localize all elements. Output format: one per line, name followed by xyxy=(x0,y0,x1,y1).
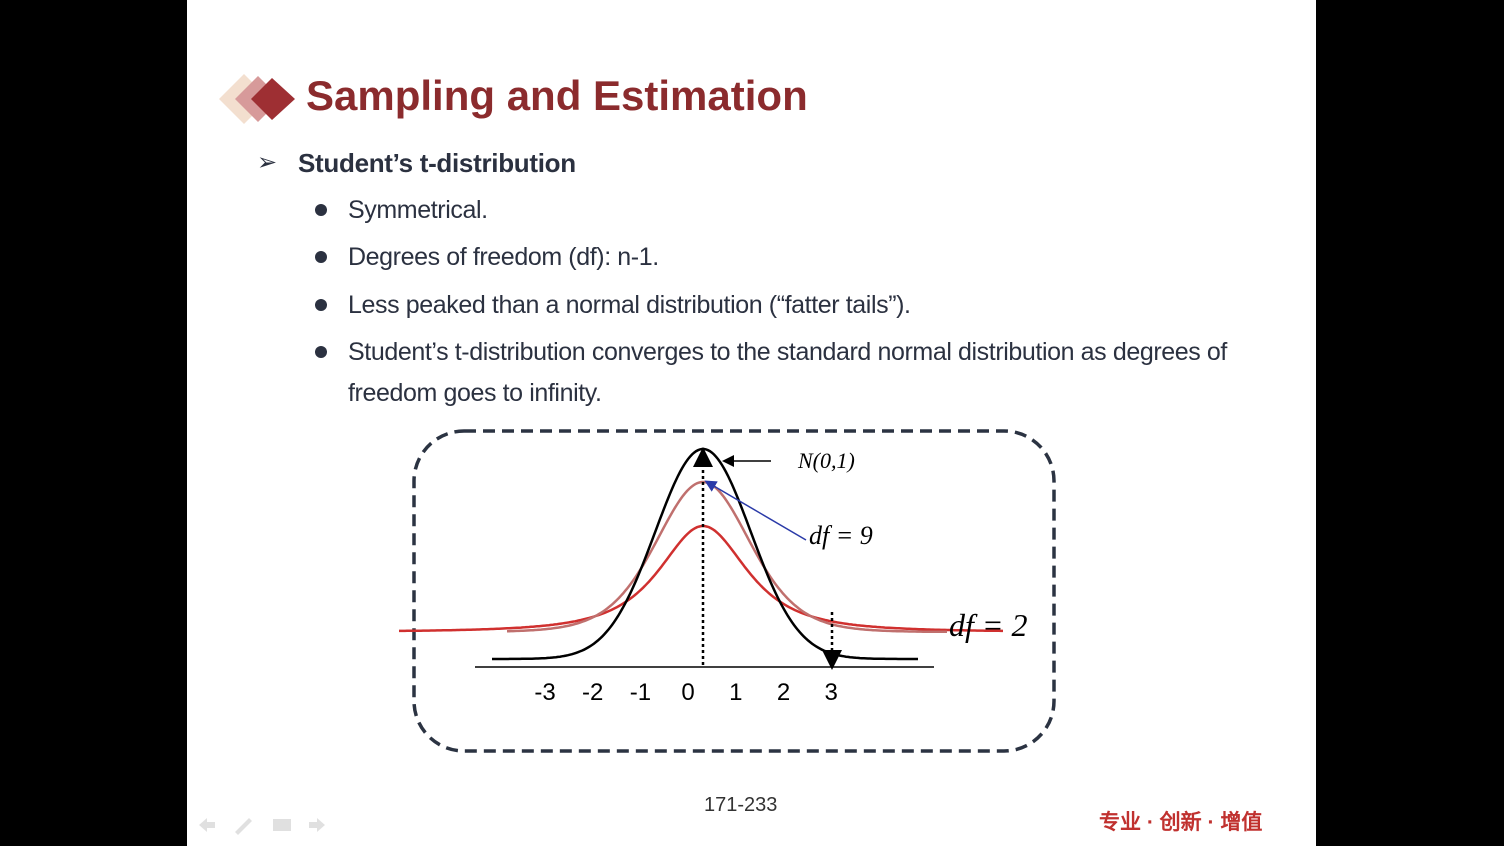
slide-title: Sampling and Estimation xyxy=(306,72,808,119)
nav-pen[interactable] xyxy=(235,818,252,835)
figure-frame xyxy=(412,429,1056,753)
nav-menu[interactable] xyxy=(273,819,291,831)
figure: N(0,1) df = 9 df = 2 -3 -2 -1 0 1 2 3 xyxy=(399,429,1056,753)
axis-label: -3 xyxy=(534,679,555,706)
footer-slogan: 专业 · 创新 · 增值 xyxy=(1099,811,1263,834)
bullet-text: Less peaked than a normal distribution (… xyxy=(348,291,911,319)
slide: Sampling and Estimation ➢ Student’s t-di… xyxy=(187,0,1316,846)
nav-next[interactable] xyxy=(309,818,325,832)
slide-nav xyxy=(199,818,325,835)
title-logo xyxy=(219,74,295,124)
df2-curve xyxy=(399,524,1003,633)
axis-label: 0 xyxy=(681,679,694,706)
bullet-dot xyxy=(315,299,327,311)
bullet-dot xyxy=(315,204,327,216)
df2-label: df = 2 xyxy=(949,607,1027,643)
axis-label: -2 xyxy=(582,679,603,706)
df9-curve xyxy=(507,480,947,634)
normal-label: N(0,1) xyxy=(797,448,855,473)
df9-pointer xyxy=(704,480,807,541)
bullet-text: Symmetrical. xyxy=(348,196,488,224)
page-number: 171-233 xyxy=(704,794,778,816)
heading: Student’s t-distribution xyxy=(298,148,576,178)
bullet-dot xyxy=(315,251,327,263)
df9-label: df = 9 xyxy=(809,521,873,550)
heading-marker: ➢ xyxy=(257,149,278,176)
axis-label: 3 xyxy=(825,679,838,706)
nav-prev[interactable] xyxy=(199,818,215,832)
bullet-text: Student’s t-distribution converges to th… xyxy=(348,338,1227,407)
bullet-text: Degrees of freedom (df): n-1. xyxy=(348,243,659,271)
axis-label: 2 xyxy=(777,679,790,706)
axis-label: -1 xyxy=(630,679,651,706)
bullet-dot xyxy=(315,346,327,358)
axis-label: 1 xyxy=(729,679,742,706)
